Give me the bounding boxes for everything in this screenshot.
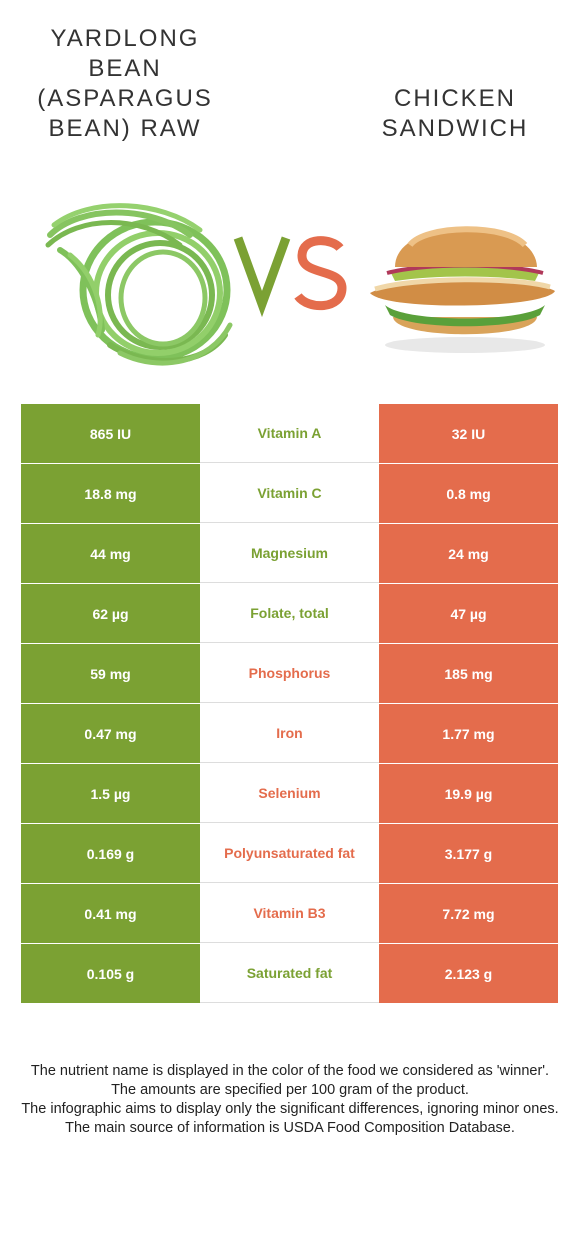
nutrient-name: Saturated fat (200, 944, 379, 1003)
nutrient-row: 0.105 g Saturated fat 2.123 g (21, 944, 558, 1004)
nutrient-row: 0.47 mg Iron 1.77 mg (21, 704, 558, 764)
left-food-value: 0.47 mg (21, 704, 200, 763)
vs-mark (233, 236, 347, 318)
nutrient-row: 865 IU Vitamin A 32 IU (21, 404, 558, 464)
left-food-value: 62 µg (21, 584, 200, 643)
left-food-value: 18.8 mg (21, 464, 200, 523)
footer-line-source-note: The main source of information is USDA F… (65, 1120, 515, 1136)
nutrient-name: Iron (200, 704, 379, 763)
right-food-value: 1.77 mg (379, 704, 558, 763)
right-food-value: 7.72 mg (379, 884, 558, 943)
right-food-title: Chicken sandwich (381, 85, 529, 142)
nutrient-name: Vitamin C (200, 464, 379, 523)
left-food-value: 0.169 g (21, 824, 200, 883)
left-food-value: 0.41 mg (21, 884, 200, 943)
nutrient-name: Magnesium (200, 524, 379, 583)
left-food-value: 44 mg (21, 524, 200, 583)
nutrient-name: Vitamin A (200, 404, 379, 463)
nutrient-row: 62 µg Folate, total 47 µg (21, 584, 558, 644)
right-food-value: 185 mg (379, 644, 558, 703)
footer-line-winner-note: The nutrient name is displayed in the co… (30, 1063, 550, 1079)
nutrient-name: Folate, total (200, 584, 379, 643)
nutrient-table: 865 IU Vitamin A 32 IU 18.8 mg Vitamin C 0.8 … (21, 404, 558, 1004)
footer-line-amounts-note: The amounts are specified per 100 gram o… (111, 1082, 469, 1098)
chicken-sandwich-image (370, 226, 555, 353)
nutrient-row: 0.41 mg Vitamin B3 7.72 mg (21, 884, 558, 944)
left-food-value: 1.5 µg (21, 764, 200, 823)
right-food-value: 2.123 g (379, 944, 558, 1003)
nutrient-row: 18.8 mg Vitamin C 0.8 mg (21, 464, 558, 524)
right-food-value: 19.9 µg (379, 764, 558, 823)
left-food-value: 865 IU (21, 404, 200, 463)
nutrient-row: 59 mg Phosphorus 185 mg (21, 644, 558, 704)
nutrient-name: Selenium (200, 764, 379, 823)
right-food-value: 3.177 g (379, 824, 558, 883)
right-food-value: 0.8 mg (379, 464, 558, 523)
nutrient-name: Phosphorus (200, 644, 379, 703)
footer-line-significance-note: The infographic aims to display only the… (21, 1101, 559, 1117)
left-food-value: 59 mg (21, 644, 200, 703)
nutrient-row: 0.169 g Polyunsaturated fat 3.177 g (21, 824, 558, 884)
right-food-value: 32 IU (379, 404, 558, 463)
nutrient-name: Polyunsaturated fat (200, 824, 379, 883)
yardlong-bean-image (45, 203, 233, 366)
right-food-value: 24 mg (379, 524, 558, 583)
left-food-value: 0.105 g (21, 944, 200, 1003)
left-food-title: Yardlong bean (Asparagus bean) raw (37, 25, 213, 142)
footer-notes: The nutrient name is displayed in the co… (20, 1062, 560, 1138)
right-food-value: 47 µg (379, 584, 558, 643)
nutrient-row: 1.5 µg Selenium 19.9 µg (21, 764, 558, 824)
nutrient-row: 44 mg Magnesium 24 mg (21, 524, 558, 584)
nutrient-name: Vitamin B3 (200, 884, 379, 943)
